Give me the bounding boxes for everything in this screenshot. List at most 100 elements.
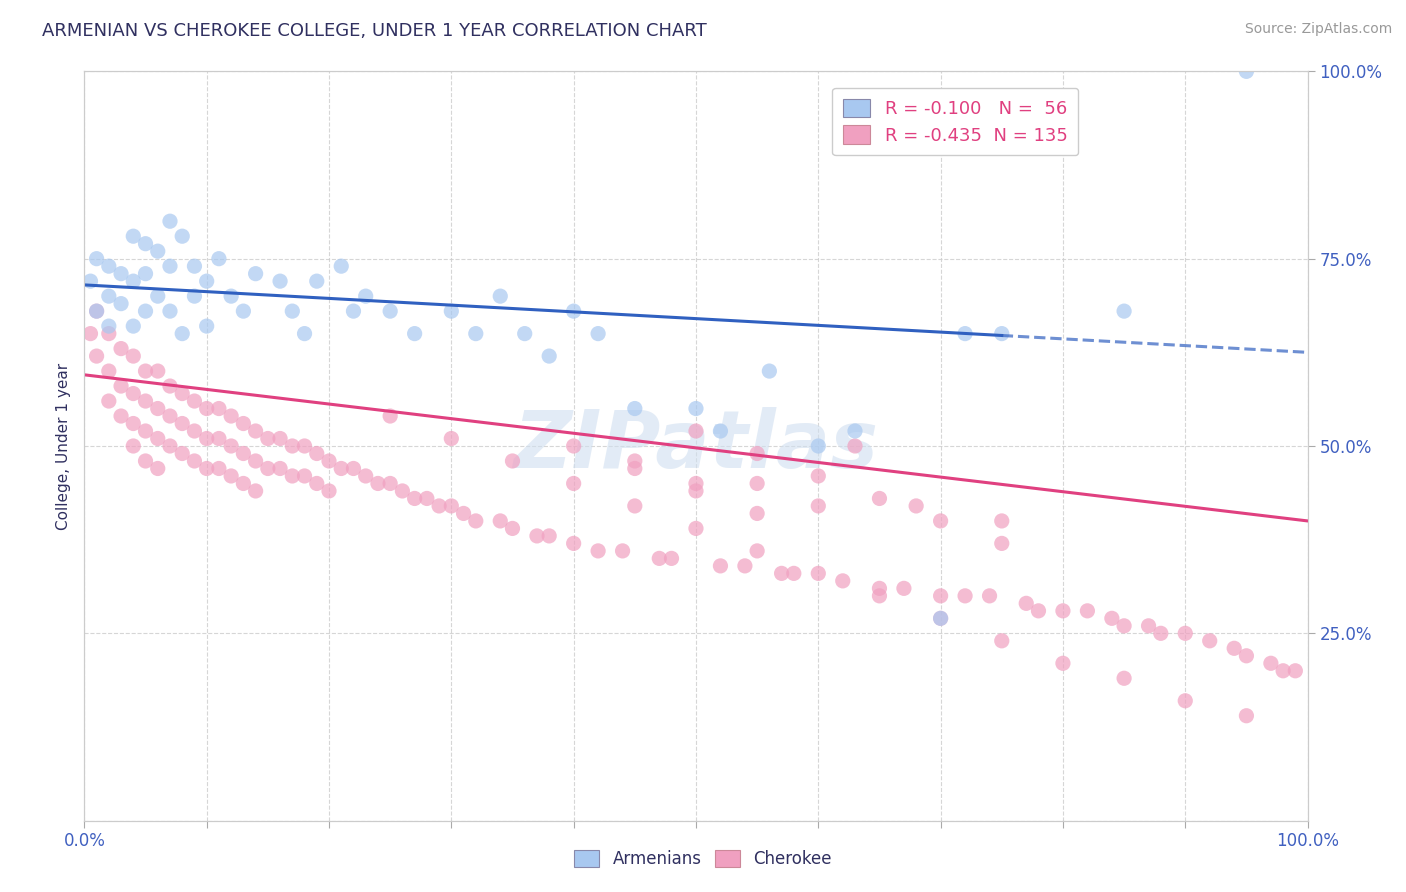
Point: [380, 409, 402, 423]
Point: [208, 252, 231, 266]
Point: [513, 326, 536, 341]
Point: [869, 491, 891, 506]
Point: [991, 326, 1014, 341]
Point: [869, 589, 891, 603]
Point: [281, 469, 304, 483]
Point: [342, 461, 364, 475]
Point: [1272, 664, 1295, 678]
Point: [489, 289, 512, 303]
Point: [612, 544, 634, 558]
Point: [195, 432, 218, 446]
Point: [1236, 648, 1258, 663]
Point: [172, 446, 194, 460]
Point: [489, 514, 512, 528]
Point: [159, 304, 181, 318]
Point: [294, 439, 316, 453]
Point: [135, 454, 157, 468]
Point: [86, 349, 108, 363]
Point: [195, 401, 218, 416]
Point: [1015, 596, 1038, 610]
Point: [624, 461, 647, 475]
Point: [869, 582, 891, 596]
Point: [562, 536, 585, 550]
Point: [685, 476, 707, 491]
Point: [135, 424, 157, 438]
Point: [440, 432, 463, 446]
Point: [159, 379, 181, 393]
Point: [1223, 641, 1246, 656]
Point: [159, 259, 181, 273]
Point: [294, 326, 316, 341]
Point: [367, 476, 389, 491]
Point: [318, 483, 340, 498]
Point: [1101, 611, 1123, 625]
Point: [562, 439, 585, 453]
Point: [219, 289, 242, 303]
Point: [269, 274, 291, 288]
Point: [172, 326, 194, 341]
Point: [770, 566, 793, 581]
Point: [122, 439, 145, 453]
Point: [146, 244, 169, 259]
Point: [330, 259, 353, 273]
Point: [685, 521, 707, 535]
Point: [747, 476, 769, 491]
Point: [86, 304, 108, 318]
Point: [122, 274, 145, 288]
Point: [404, 326, 426, 341]
Point: [1284, 664, 1306, 678]
Point: [440, 499, 463, 513]
Point: [538, 529, 561, 543]
Point: [79, 326, 101, 341]
Point: [979, 589, 1001, 603]
Point: [219, 439, 242, 453]
Point: [758, 364, 780, 378]
Point: [709, 424, 731, 438]
Point: [1174, 694, 1197, 708]
Point: [1137, 619, 1160, 633]
Point: [135, 267, 157, 281]
Point: [929, 611, 952, 625]
Point: [183, 289, 205, 303]
Point: [305, 274, 328, 288]
Point: [245, 267, 267, 281]
Point: [807, 469, 830, 483]
Point: [1028, 604, 1050, 618]
Point: [1114, 671, 1136, 685]
Point: [1150, 626, 1173, 640]
Point: [1236, 708, 1258, 723]
Point: [135, 394, 157, 409]
Point: [97, 326, 120, 341]
Point: [97, 364, 120, 378]
Point: [195, 461, 218, 475]
Point: [502, 454, 524, 468]
Point: [1114, 619, 1136, 633]
Point: [195, 319, 218, 334]
Point: [146, 461, 169, 475]
Point: [159, 439, 181, 453]
Point: [624, 499, 647, 513]
Point: [257, 432, 280, 446]
Point: [1198, 633, 1220, 648]
Y-axis label: College, Under 1 year: College, Under 1 year: [56, 362, 72, 530]
Point: [586, 326, 609, 341]
Point: [159, 214, 181, 228]
Point: [146, 364, 169, 378]
Point: [183, 454, 205, 468]
Point: [219, 409, 242, 423]
Point: [269, 432, 291, 446]
Point: [110, 267, 132, 281]
Point: [929, 514, 952, 528]
Point: [562, 476, 585, 491]
Point: [844, 439, 866, 453]
Point: [685, 483, 707, 498]
Point: [893, 582, 915, 596]
Point: [354, 289, 377, 303]
Point: [122, 319, 145, 334]
Point: [391, 483, 413, 498]
Point: [404, 491, 426, 506]
Point: [257, 461, 280, 475]
Point: [502, 521, 524, 535]
Point: [453, 507, 475, 521]
Point: [269, 461, 291, 475]
